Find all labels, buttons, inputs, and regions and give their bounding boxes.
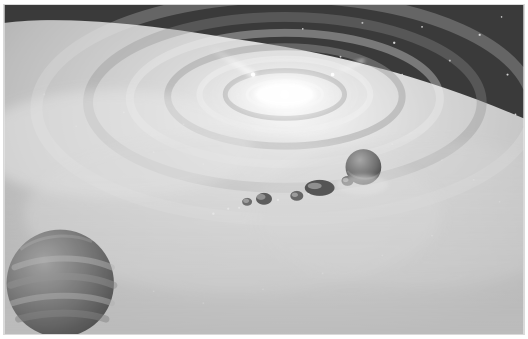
central-star: [205, 56, 365, 133]
gas-giant-planet: [6, 229, 118, 334]
planetesimal-trail: [212, 192, 310, 215]
planetesimal-1: [242, 197, 253, 206]
comet-streak-left: [205, 43, 257, 78]
planetesimal-3: [290, 190, 304, 201]
protoplanetary-disk-illustration: [3, 4, 525, 335]
small-planet: [336, 149, 389, 195]
comet-streaks: [205, 43, 365, 78]
gas-giant-bands: [7, 255, 118, 323]
speckle-texture: [43, 93, 501, 305]
illustration-canvas: [4, 5, 524, 334]
dust-clouds: [4, 89, 524, 334]
planetesimal-4: [304, 179, 335, 196]
comet-streak-right: [330, 58, 365, 77]
planetesimal-2: [256, 192, 272, 205]
